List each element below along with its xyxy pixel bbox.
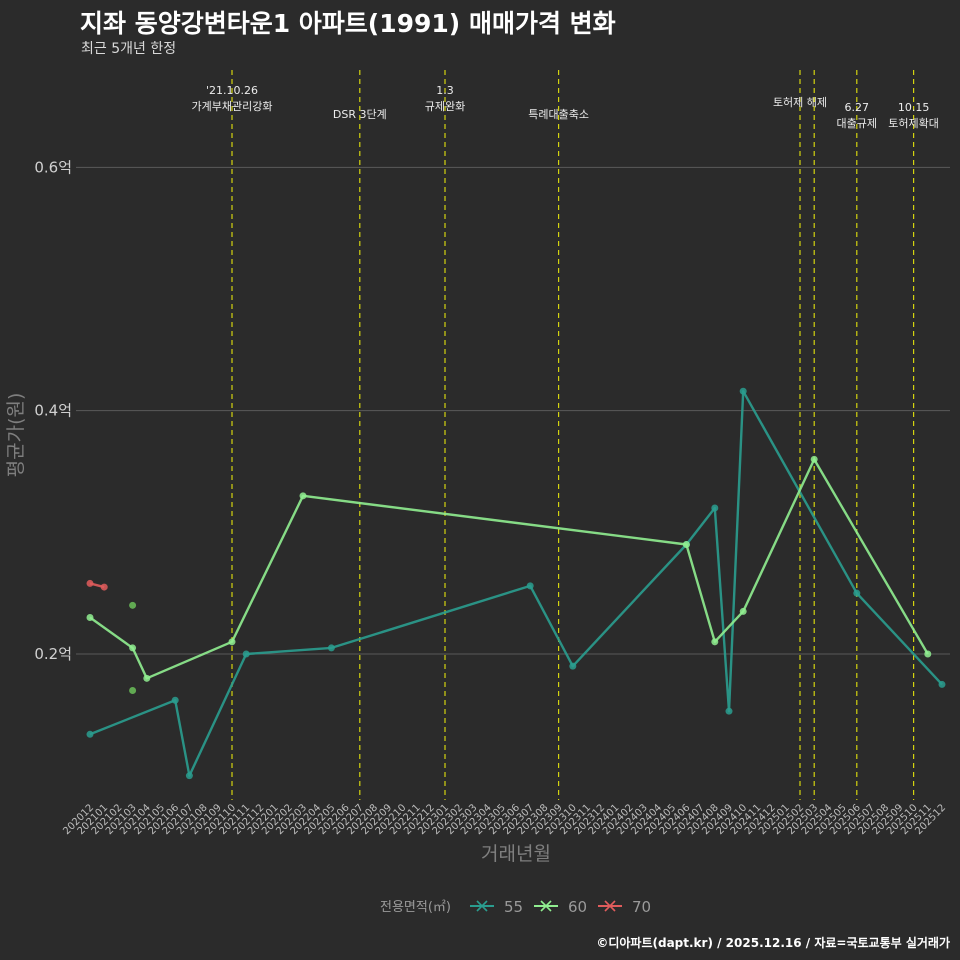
data-point-60 xyxy=(143,674,151,682)
event-label: 10.15 xyxy=(898,101,930,114)
event-label: 토허제 해제 xyxy=(773,95,827,109)
data-point-55 xyxy=(86,730,94,738)
data-point-55 xyxy=(171,696,179,704)
chart-title: 지좌 동양강변타운1 아파트(1991) 매매가격 변화 xyxy=(80,9,616,38)
grid-layer xyxy=(76,166,950,655)
data-point-60 xyxy=(924,650,932,658)
data-point-single xyxy=(129,601,137,609)
legend: 전용면적(㎡) 55 60 70 xyxy=(380,898,651,916)
legend-label: 60 xyxy=(568,898,587,916)
data-point-60 xyxy=(810,455,818,463)
data-point-70 xyxy=(86,579,94,587)
data-point-55 xyxy=(938,680,946,688)
event-label: 1.3 xyxy=(436,84,454,97)
y-tick-label: 0.4억 xyxy=(34,402,72,420)
data-point-55 xyxy=(569,662,577,670)
legend-title: 전용면적(㎡) xyxy=(380,900,451,915)
data-point-55 xyxy=(242,650,250,658)
data-point-55 xyxy=(725,707,733,715)
y-axis-title: 평균가(원) xyxy=(5,393,27,478)
legend-label: 70 xyxy=(632,898,651,916)
data-point-60 xyxy=(299,492,307,500)
axis-layer: 0.2억0.4억0.6억2020122021012021022021032021… xyxy=(5,158,948,865)
event-label: 6.27 xyxy=(845,101,870,114)
event-label: 특례대출축소 xyxy=(528,108,589,121)
data-point-55 xyxy=(526,582,534,590)
x-axis-title: 거래년월 xyxy=(481,843,551,865)
data-point-60 xyxy=(711,638,719,646)
data-point-55 xyxy=(327,644,335,652)
y-tick-label: 0.2억 xyxy=(34,645,72,663)
legend-swatch-cross xyxy=(540,900,552,912)
event-label: DSR 3단계 xyxy=(333,108,387,121)
event-label: 토허제확대 xyxy=(888,117,939,130)
data-point-60 xyxy=(228,638,236,646)
data-point-55 xyxy=(185,772,193,780)
data-point-single xyxy=(129,687,137,694)
data-point-60 xyxy=(682,541,690,548)
event-label: '21.10.26 xyxy=(206,84,258,97)
data-point-55 xyxy=(853,589,861,597)
data-point-55 xyxy=(739,387,747,395)
legend-swatch-cross xyxy=(604,900,616,912)
series-layer xyxy=(86,387,946,780)
data-point-60 xyxy=(86,614,94,621)
chart-subtitle: 최근 5개년 한정 xyxy=(81,41,177,57)
legend-label: 55 xyxy=(504,898,523,916)
event-label: 대출규제 xyxy=(837,117,877,130)
series-line-60 xyxy=(89,458,929,680)
data-point-60 xyxy=(129,644,137,652)
data-point-70 xyxy=(100,583,108,591)
event-label: 가계부채관리강화 xyxy=(192,100,273,113)
data-point-60 xyxy=(739,607,747,615)
event-label: 규제완화 xyxy=(425,100,465,113)
source-caption: ©디아파트(dapt.kr) / 2025.12.16 / 자료=국토교통부 실… xyxy=(596,936,950,950)
y-tick-label: 0.6억 xyxy=(34,158,72,176)
legend-swatch-cross xyxy=(476,900,488,912)
data-point-55 xyxy=(711,504,719,512)
